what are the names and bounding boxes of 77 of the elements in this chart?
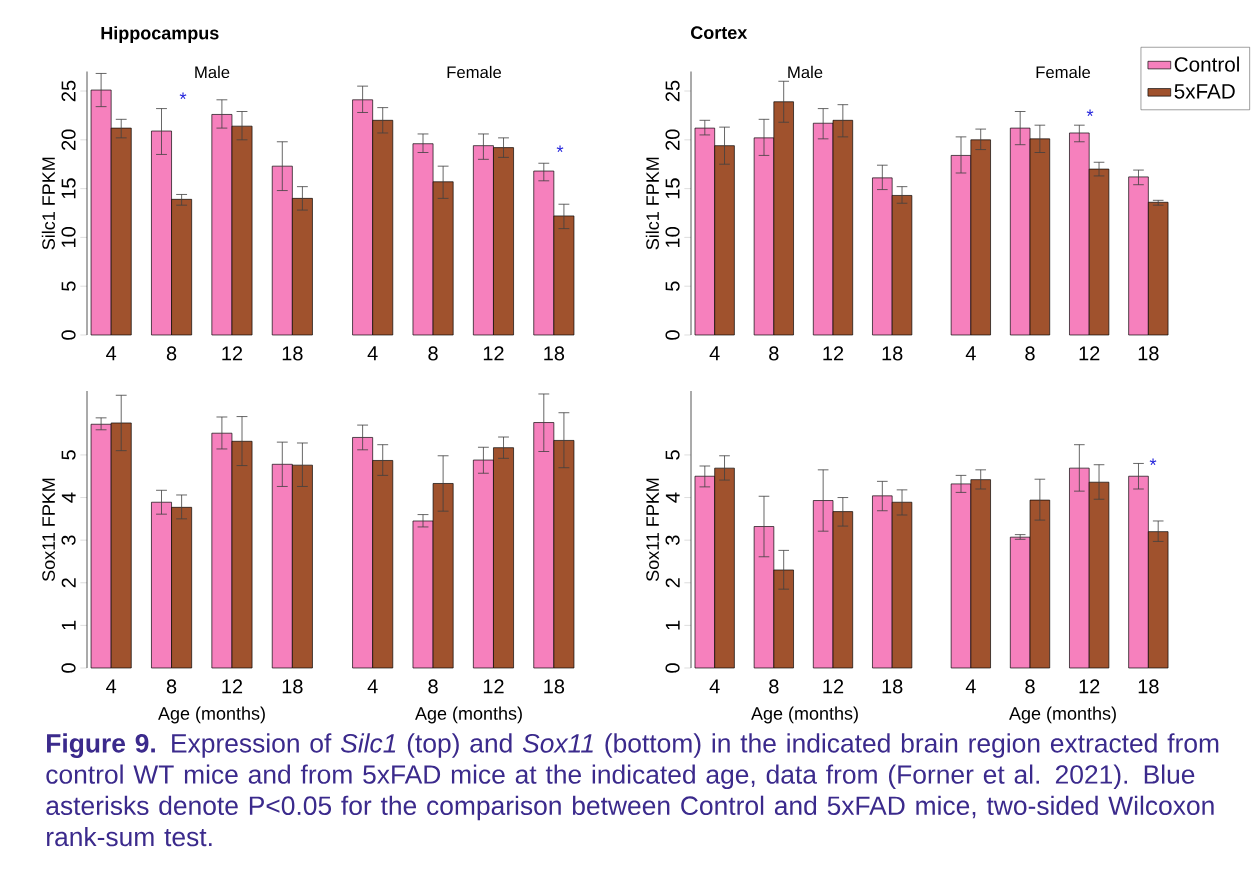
y-tick-label: 5	[61, 450, 76, 460]
x-tick-label: 8	[769, 679, 779, 694]
x-tick-label: 18	[282, 346, 303, 361]
x-tick-label: 12	[1079, 346, 1100, 361]
x-tick-label: 18	[882, 346, 903, 361]
x-tick-label: 8	[166, 679, 177, 694]
annotation: Female	[1036, 65, 1091, 79]
annotation: *	[556, 145, 564, 153]
y-tick-label: 0	[61, 663, 76, 673]
x-axis-title: Age (months)	[751, 706, 858, 724]
x-tick-label: 4	[106, 346, 117, 361]
x-tick-label: 12	[823, 346, 844, 361]
y-tick-label: 20	[665, 129, 680, 150]
x-tick-label: 12	[222, 679, 243, 694]
y-tick-label: 10	[61, 227, 76, 247]
x-tick-label: 4	[709, 679, 720, 694]
y-tick-label: 0	[665, 330, 680, 340]
y-tick-label: 2	[665, 578, 680, 588]
y-tick-label: 4	[665, 492, 680, 503]
x-tick-label: 8	[428, 679, 438, 694]
y-tick-label: 1	[61, 620, 76, 630]
x-tick-label: 12	[823, 679, 844, 694]
text: Figure 9. Expression of Silc1 (top) and Sox11 (bottom) in the indicated brain region extracted from control WT mice and from 5xFAD mice at the indicated age, data from (Forner et al. 2021). Blue asterisks denote P<0.05 for the comparison between Control and 5xFAD mice, two-sided Wilcoxon rank-sum test.	[46, 733, 1219, 847]
annotation: Male	[195, 65, 230, 79]
y-tick-label: 3	[61, 535, 76, 545]
x-tick-label: 4	[106, 679, 117, 694]
x-tick-label: 8	[1025, 346, 1035, 361]
annotation: *	[179, 92, 187, 100]
y-tick-label: 15	[665, 178, 680, 199]
x-tick-label: 12	[483, 679, 504, 694]
y-axis-title: Sox11 FPKM	[42, 478, 55, 582]
x-tick-label: 18	[282, 679, 303, 694]
legend-label: 5xFAD	[1174, 84, 1235, 99]
text: Hippocampus	[101, 26, 219, 44]
y-tick-label: 10	[665, 227, 680, 247]
x-tick-label: 8	[166, 346, 177, 361]
x-tick-label: 18	[1138, 679, 1159, 694]
text: Cortex	[691, 26, 748, 39]
legend-label: Control	[1174, 56, 1239, 72]
x-tick-label: 4	[965, 346, 976, 361]
y-axis-title: Silc1 FPKM	[645, 157, 659, 250]
x-tick-label: 12	[222, 346, 243, 361]
y-tick-label: 5	[61, 281, 76, 291]
text: Age (months)	[415, 706, 522, 724]
x-tick-label: 4	[709, 346, 720, 361]
x-axis-title: Age (months)	[158, 706, 265, 724]
annotation: *	[1149, 458, 1157, 466]
y-tick-label: 5	[665, 450, 680, 460]
x-tick-label: 8	[428, 346, 438, 361]
y-tick-label: 3	[665, 535, 680, 545]
y-tick-label: 15	[61, 178, 76, 199]
x-tick-label: 4	[965, 679, 976, 694]
x-tick-label: 4	[367, 679, 378, 694]
annotation: *	[1086, 109, 1094, 117]
y-tick-label: 0	[61, 330, 76, 340]
x-tick-label: 18	[544, 679, 565, 694]
annotation: Male	[788, 65, 823, 79]
y-axis-title: Silc1 FPKM	[41, 157, 55, 250]
y-tick-label: 1	[665, 620, 680, 630]
x-tick-label: 12	[483, 346, 504, 361]
x-tick-label: 12	[1079, 679, 1100, 694]
x-tick-label: 4	[367, 346, 378, 361]
y-tick-label: 5	[665, 281, 680, 291]
annotation: Female	[447, 65, 502, 79]
x-tick-label: 18	[1138, 346, 1159, 361]
x-tick-label: 8	[769, 346, 779, 361]
y-tick-label: 2	[61, 578, 76, 588]
y-tick-label: 0	[665, 663, 680, 673]
y-tick-label: 25	[665, 80, 680, 102]
text: Age (months)	[1009, 706, 1116, 724]
y-tick-label: 4	[61, 492, 76, 503]
x-tick-label: 18	[882, 679, 903, 694]
y-axis-title: Sox11 FPKM	[646, 478, 659, 582]
x-tick-label: 18	[544, 346, 565, 361]
x-tick-label: 8	[1025, 679, 1035, 694]
y-tick-label: 20	[61, 129, 76, 150]
y-tick-label: 25	[61, 80, 76, 102]
